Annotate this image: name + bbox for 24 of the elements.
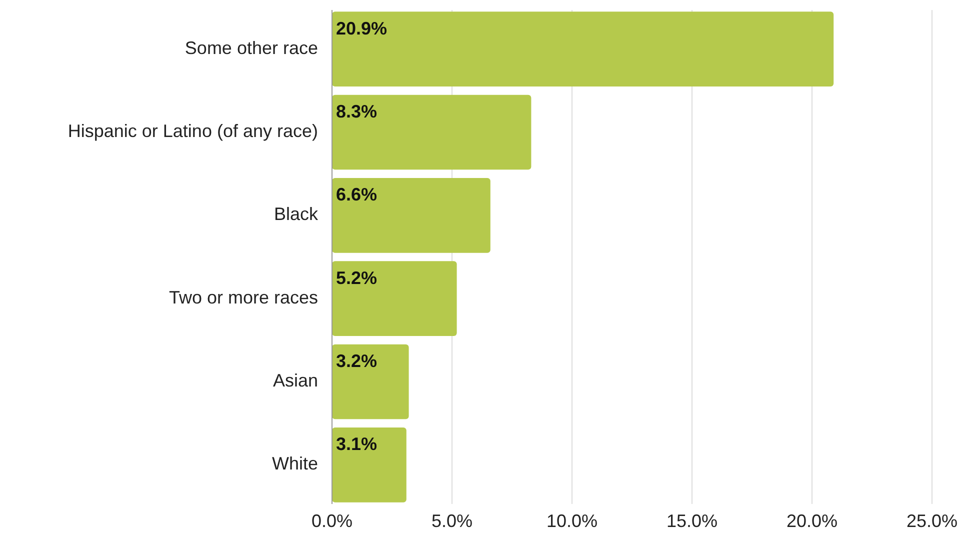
bar: [332, 12, 834, 87]
data-label: 5.2%: [336, 268, 378, 288]
data-label: 3.2%: [336, 351, 378, 372]
bar: [332, 178, 490, 253]
data-label: 6.6%: [336, 184, 378, 205]
bar: [332, 427, 406, 502]
data-label: 3.1%: [336, 434, 378, 454]
y-tick-label: Two or more races: [168, 287, 318, 308]
x-tick-label: 20.0%: [786, 510, 838, 531]
y-tick-label: Hispanic or Latino (of any race): [68, 121, 318, 142]
x-tick-label: 0.0%: [311, 510, 353, 531]
bar: [332, 344, 409, 420]
y-tick-label: Black: [274, 204, 319, 224]
x-tick-label: 5.0%: [431, 510, 473, 531]
data-label: 20.9%: [336, 18, 388, 38]
x-tick-label: 10.0%: [546, 510, 598, 531]
x-tick-label: 15.0%: [666, 510, 718, 531]
y-tick-label: White: [272, 454, 318, 474]
bar: [332, 261, 457, 336]
data-label: 8.3%: [336, 102, 378, 122]
y-tick-label: Some other race: [184, 38, 318, 58]
y-tick-label: Asian: [272, 370, 318, 390]
bar: [332, 94, 532, 170]
x-tick-label: 25.0%: [906, 510, 958, 531]
